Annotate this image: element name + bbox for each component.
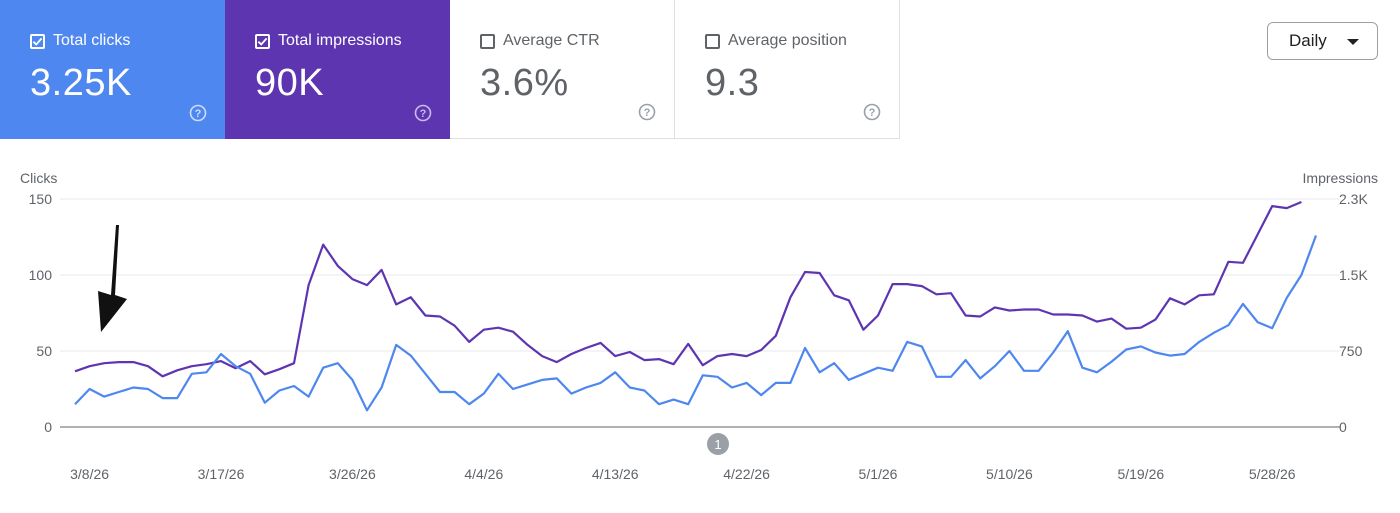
y-tick-right: 750 xyxy=(1339,343,1363,359)
left-axis-title: Clicks xyxy=(20,170,58,186)
caret-down-icon xyxy=(1347,39,1359,45)
metric-cards: Total clicks 3.25K ? Total impressions 9… xyxy=(0,0,900,139)
x-tick-label: 5/19/26 xyxy=(1117,466,1164,482)
metric-value: 90K xyxy=(255,62,325,104)
metric-head: Average position xyxy=(705,32,847,50)
y-tick-left: 50 xyxy=(36,343,52,359)
help-icon[interactable]: ? xyxy=(189,104,207,122)
metric-card-total-clicks[interactable]: Total clicks 3.25K ? xyxy=(0,0,225,139)
svg-text:?: ? xyxy=(644,107,651,119)
left-y-axis-ticks: 0 50 100 150 xyxy=(29,191,53,435)
x-tick-label: 3/26/26 xyxy=(329,466,376,482)
y-tick-left: 100 xyxy=(29,267,53,283)
y-tick-right: 2.3K xyxy=(1339,191,1368,207)
svg-text:?: ? xyxy=(420,108,427,120)
performance-chart: 0 50 100 150 0 750 1.5K 2.3K 3/8/26 3/17/26 3/26… xyxy=(29,191,1369,482)
y-tick-left: 150 xyxy=(29,191,53,207)
x-axis-ticks: 3/8/26 3/17/26 3/26/26 4/4/26 4/13/26 4/22/26… xyxy=(70,466,1296,482)
checkbox-checked-icon[interactable] xyxy=(255,33,270,49)
svg-text:?: ? xyxy=(869,107,876,119)
chart-series xyxy=(74,200,1318,412)
period-dropdown-label: Daily xyxy=(1289,31,1327,50)
metric-card-total-impressions[interactable]: Total impressions 90K ? xyxy=(225,0,450,139)
checkbox-unchecked-icon[interactable] xyxy=(480,33,495,49)
checkbox-unchecked-icon[interactable] xyxy=(705,33,720,49)
metric-value: 9.3 xyxy=(705,62,760,104)
period-dropdown[interactable]: Daily xyxy=(1267,22,1378,60)
x-tick-label: 4/22/26 xyxy=(723,466,770,482)
x-tick-label: 5/1/26 xyxy=(859,466,898,482)
annotation-marker[interactable]: 1 xyxy=(707,433,729,455)
help-icon[interactable]: ? xyxy=(638,103,656,121)
x-tick-label: 5/28/26 xyxy=(1249,466,1296,482)
y-tick-right: 1.5K xyxy=(1339,267,1368,283)
y-tick-left: 0 xyxy=(44,419,52,435)
metric-label: Average position xyxy=(728,32,847,49)
x-tick-label: 3/17/26 xyxy=(198,466,245,482)
metric-head: Total clicks xyxy=(30,32,130,50)
x-tick-label: 3/8/26 xyxy=(70,466,109,482)
x-tick-label: 4/13/26 xyxy=(592,466,639,482)
metric-label: Total impressions xyxy=(278,32,402,49)
annotation-marker-label: 1 xyxy=(714,437,721,452)
right-axis-title: Impressions xyxy=(1302,170,1378,186)
metric-label: Total clicks xyxy=(53,32,131,49)
metric-card-average-position[interactable]: Average position 9.3 ? xyxy=(675,0,900,139)
metric-card-average-ctr[interactable]: Average CTR 3.6% ? xyxy=(450,0,675,139)
metric-head: Average CTR xyxy=(480,32,600,50)
x-tick-label: 5/10/26 xyxy=(986,466,1033,482)
x-tick-label: 4/4/26 xyxy=(464,466,503,482)
series-line-clicks xyxy=(74,235,1318,412)
checkbox-checked-icon[interactable] xyxy=(30,33,45,49)
y-tick-right: 0 xyxy=(1339,419,1347,435)
help-icon[interactable]: ? xyxy=(414,104,432,122)
metric-value: 3.25K xyxy=(30,62,132,104)
metric-label: Average CTR xyxy=(503,32,600,49)
annotation-marker-circle xyxy=(707,433,729,455)
down-arrow-icon xyxy=(98,225,127,332)
chart-grid xyxy=(60,198,1340,428)
metric-head: Total impressions xyxy=(255,32,402,50)
series-line-impressions xyxy=(74,200,1302,378)
metric-value: 3.6% xyxy=(480,62,569,104)
right-y-axis-ticks: 0 750 1.5K 2.3K xyxy=(1339,191,1368,435)
help-icon[interactable]: ? xyxy=(863,103,881,121)
svg-text:?: ? xyxy=(195,108,202,120)
